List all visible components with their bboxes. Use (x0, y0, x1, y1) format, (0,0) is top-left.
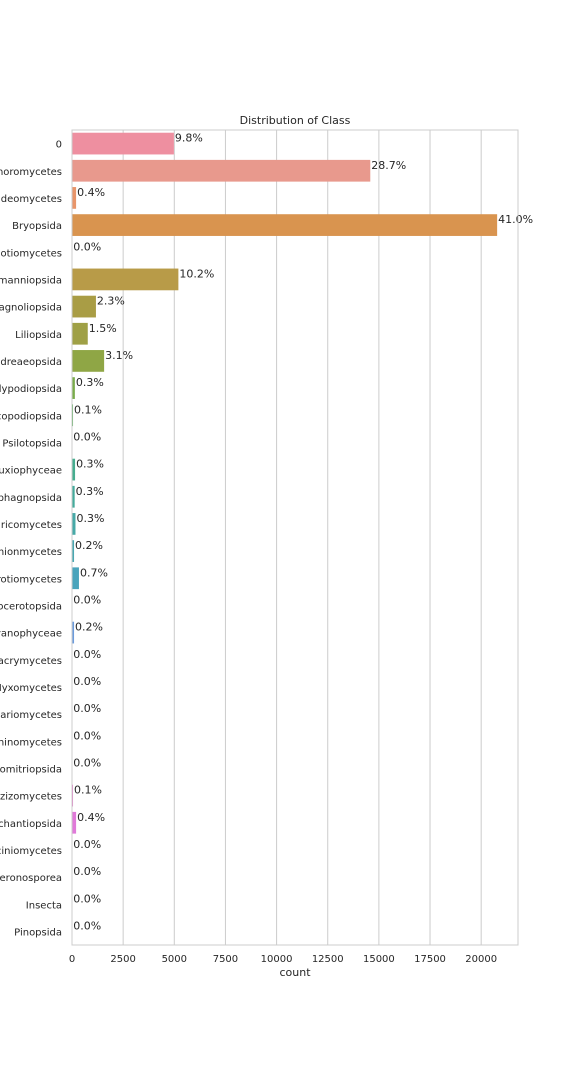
y-tick-label: ciniomycetes (0, 846, 62, 857)
bar (72, 159, 371, 182)
y-tick-label: ndreaeopsida (0, 357, 62, 368)
percent-label: 0.0% (73, 757, 101, 770)
percent-label: 0.0% (73, 702, 101, 715)
y-tick-label: manniopsida (0, 275, 62, 286)
percent-label: 0.3% (76, 376, 104, 389)
x-tick-label: 15000 (363, 954, 395, 965)
y-tick-label: Myxomycetes (0, 683, 62, 694)
y-tick-label: Insecta (26, 900, 62, 911)
percent-label: 0.3% (76, 458, 104, 471)
percent-label: 0.2% (75, 621, 103, 634)
percent-label: 0.0% (73, 729, 101, 742)
y-tick-label: aricomycetes (0, 520, 62, 531)
x-axis-label: count (279, 966, 311, 979)
bar (72, 458, 76, 481)
y-tick-label: rotiomycetes (0, 574, 62, 585)
percent-label: 0.0% (73, 675, 101, 688)
y-tick-label: copodiopsida (0, 411, 62, 422)
y-tick-label: phagnopsida (0, 493, 62, 504)
percent-label: 0.3% (76, 485, 104, 498)
bar (72, 621, 75, 644)
x-tick-label: 10000 (261, 954, 293, 965)
y-tick-label: lypodiopsida (0, 384, 62, 395)
bar (72, 295, 96, 318)
y-tick-label: eotiomycetes (0, 248, 62, 259)
percent-label: 0.0% (73, 240, 101, 253)
bar (72, 513, 76, 535)
y-tick-label: Pinopsida (14, 927, 62, 938)
bar (72, 784, 74, 807)
y-tick-label: noromycetes (0, 167, 62, 178)
percent-label: 10.2% (179, 268, 214, 281)
chart-title: Distribution of Class (240, 114, 351, 127)
percent-label: 3.1% (105, 349, 133, 362)
grid-lines (71, 130, 482, 945)
bar (72, 811, 77, 834)
y-tick-label: ezizomycetes (0, 792, 62, 803)
percent-label: 41.0% (498, 213, 533, 226)
percent-label: 0.4% (77, 186, 105, 199)
y-tick-label: dariomycetes (0, 710, 62, 721)
y-tick-label: 0 (56, 140, 62, 151)
bar (72, 377, 75, 399)
bar (72, 350, 105, 372)
bar (72, 187, 77, 209)
x-tick-label: 17500 (414, 954, 446, 965)
y-tick-label: hinomycetes (0, 737, 62, 748)
bar (72, 214, 498, 236)
percent-label: 0.7% (80, 566, 108, 579)
percent-label: 0.0% (73, 892, 101, 905)
y-tick-label: eronosporea (0, 873, 62, 884)
y-tick-label: Liliopsida (15, 330, 62, 341)
y-tick-label: acrymycetes (0, 656, 62, 667)
percent-label: 0.0% (73, 648, 101, 661)
bars (72, 132, 498, 943)
x-tick-labels: 0 2500 5000 7500 10000 12500 15000 17500 20000 (69, 954, 497, 965)
y-tick-label: Psilotopsida (2, 438, 62, 449)
bar (72, 404, 74, 427)
bar (72, 322, 88, 345)
percent-label: 0.0% (73, 431, 101, 444)
percent-label: 0.4% (77, 811, 105, 824)
percent-label: 0.0% (73, 594, 101, 607)
y-tick-label: onionmycetes (0, 547, 62, 558)
bar (72, 540, 75, 562)
x-tick-label: 5000 (162, 954, 187, 965)
x-tick-label: 20000 (465, 954, 497, 965)
percent-labels: 9.8% 28.7% 0.4% 41.0% 0.0% 10.2% 2.3% 1.5% 3.1% 0… (73, 132, 533, 933)
percent-label: 0.2% (75, 539, 103, 552)
x-tick-label: 2500 (110, 954, 135, 965)
percent-label: 0.1% (74, 784, 102, 797)
percent-label: 0.0% (73, 865, 101, 878)
x-tick-label: 7500 (213, 954, 238, 965)
x-tick-label: 0 (69, 954, 75, 965)
percent-label: 28.7% (371, 159, 406, 172)
y-tick-label: ideomycetes (0, 194, 62, 205)
percent-label: 0.3% (76, 512, 104, 525)
bar (72, 485, 75, 508)
percent-label: 0.1% (74, 403, 102, 416)
percent-label: 0.0% (73, 920, 101, 933)
y-tick-label: yanophyceae (0, 629, 62, 640)
y-tick-label: Bryopsida (12, 221, 62, 232)
percent-label: 1.5% (89, 322, 117, 335)
percent-label: 2.3% (97, 295, 125, 308)
bar (72, 268, 179, 291)
y-tick-label: uxiophyceae (0, 466, 62, 477)
bar (72, 132, 174, 155)
y-tick-label: ocerotopsida (0, 601, 62, 612)
y-tick-label: lomitriopsida (0, 764, 62, 775)
plot-frame (71, 129, 519, 946)
bar (72, 567, 79, 590)
percent-label: 9.8% (175, 132, 203, 145)
y-tick-label: agnoliopsida (0, 303, 62, 314)
x-tick-label: 12500 (312, 954, 344, 965)
y-tick-labels: 0 noromycetes ideomycetes Bryopsida eotiomyc… (0, 140, 62, 939)
percent-label: 0.0% (73, 838, 101, 851)
y-tick-label: chantiopsida (0, 819, 62, 830)
